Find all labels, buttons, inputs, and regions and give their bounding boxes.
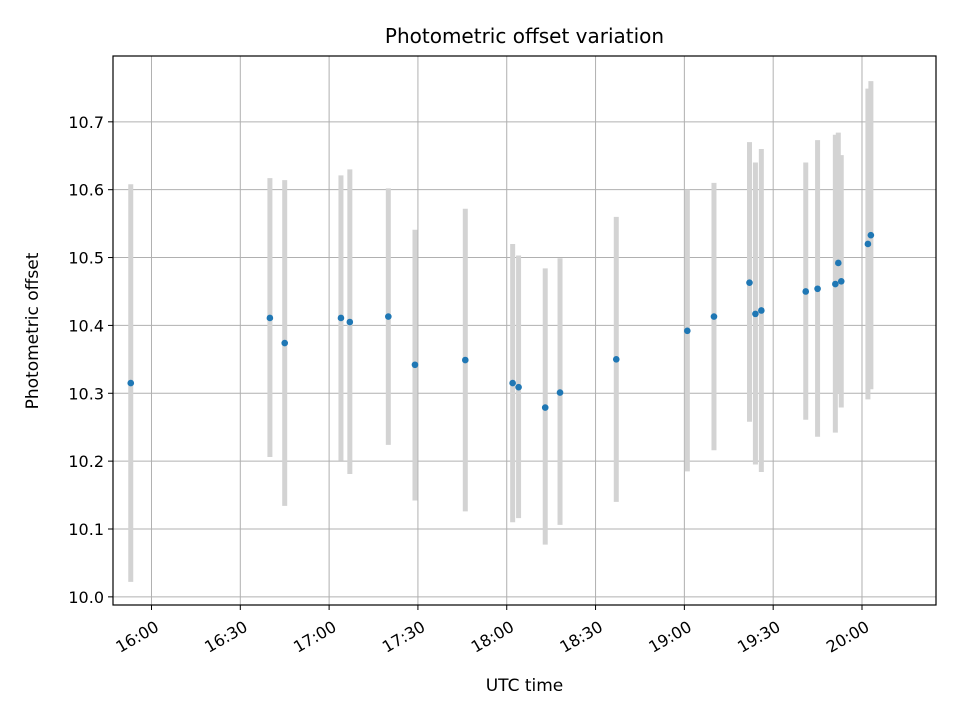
data-point (710, 313, 718, 320)
grid-layer (113, 56, 936, 605)
y-axis-title: Photometric offset (23, 252, 43, 409)
data-point (461, 356, 469, 364)
y-tick-label: 10.3 (68, 384, 104, 403)
chart-title: Photometric offset variation (385, 24, 664, 48)
y-tick-label: 10.6 (68, 181, 104, 200)
data-point (541, 404, 549, 411)
data-point (684, 327, 691, 335)
data-point (802, 288, 810, 295)
y-tick-label: 10.4 (68, 316, 104, 335)
y-tick-label: 10.7 (68, 113, 104, 132)
data-point (385, 313, 392, 320)
plot-frame (112, 55, 937, 606)
y-tick-label: 10.5 (68, 249, 104, 268)
data-point (864, 240, 872, 248)
y-tick-label: 10.1 (68, 520, 104, 539)
data-point (509, 379, 516, 387)
data-point (281, 339, 289, 347)
data-point (612, 356, 620, 363)
data-point (337, 314, 345, 322)
data-point (758, 307, 765, 314)
data-point (127, 379, 135, 387)
y-tick-label: 10.2 (68, 452, 104, 471)
y-tick-label: 10.0 (68, 588, 104, 607)
data-point (832, 280, 839, 288)
data-point (752, 310, 759, 318)
x-axis-title: UTC time (486, 676, 564, 696)
data-point (266, 314, 274, 322)
data-point (556, 389, 564, 396)
data-point (835, 259, 842, 267)
data-point (837, 278, 845, 285)
data-point (346, 318, 354, 326)
data-point (746, 279, 753, 286)
data-point (814, 285, 821, 293)
data-point (411, 361, 419, 369)
point-layer (127, 231, 875, 411)
y-axis: 10.0 10.1 10.2 10.3 10.4 10.5 10.6 10.7 (68, 113, 113, 607)
data-point (515, 383, 522, 391)
data-point (867, 231, 875, 239)
